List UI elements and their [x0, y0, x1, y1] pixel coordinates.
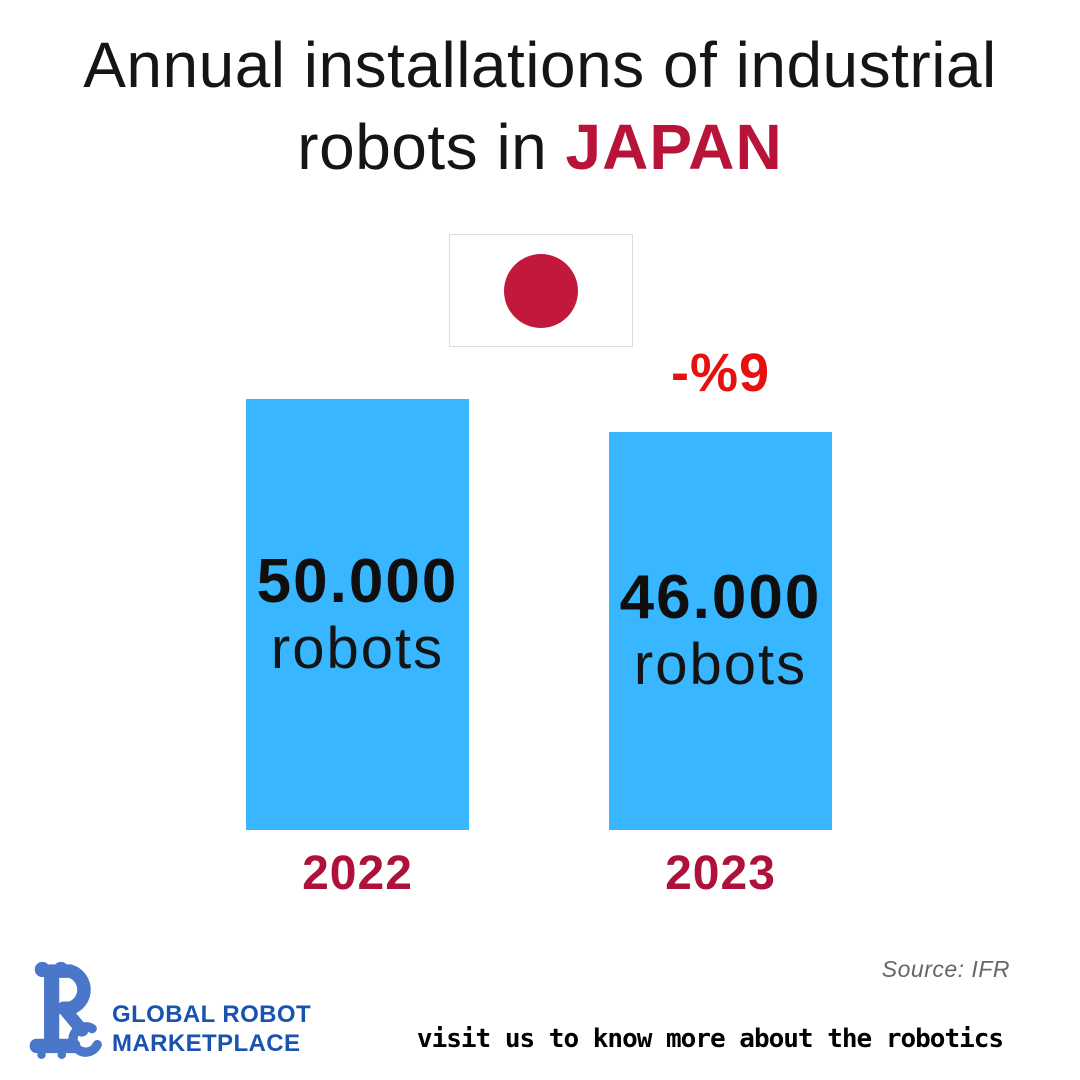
bar-2022: 50.000 robots [246, 399, 469, 830]
title-country-highlight: JAPAN [565, 111, 783, 183]
footer-tagline: visit us to know more about the robotics [416, 1024, 1004, 1054]
bar-2022-value-label: 50.000 [256, 546, 459, 616]
brand-line-1: GLOBAL ROBOT [112, 1001, 312, 1028]
brand-line-2: MARKETPLACE [112, 1030, 301, 1057]
source-credit: Source: IFR [881, 956, 1010, 982]
bar-2023-unit-label: robots [633, 632, 808, 697]
bar-2022-unit-label: robots [270, 615, 445, 681]
title-line-2-prefix: robots in [297, 111, 566, 183]
brand-name: GLOBAL ROBOT MARKETPLACE [112, 1000, 311, 1058]
percent-change-badge: -%9 [670, 343, 771, 403]
robot-r-icon [29, 961, 102, 1059]
bar-2023: 46.000 robots [609, 432, 832, 830]
title-line-1: Annual installations of industrial [83, 29, 997, 101]
page-title: Annual installations of industrial robot… [0, 24, 1080, 188]
title-line-2: robots in JAPAN [0, 106, 1080, 188]
japan-flag-sun-disc [504, 253, 578, 328]
japan-flag-icon [449, 234, 633, 347]
axis-label-2022: 2022 [302, 847, 413, 900]
axis-label-2023: 2023 [665, 847, 776, 900]
bar-2023-value-label: 46.000 [619, 563, 822, 632]
